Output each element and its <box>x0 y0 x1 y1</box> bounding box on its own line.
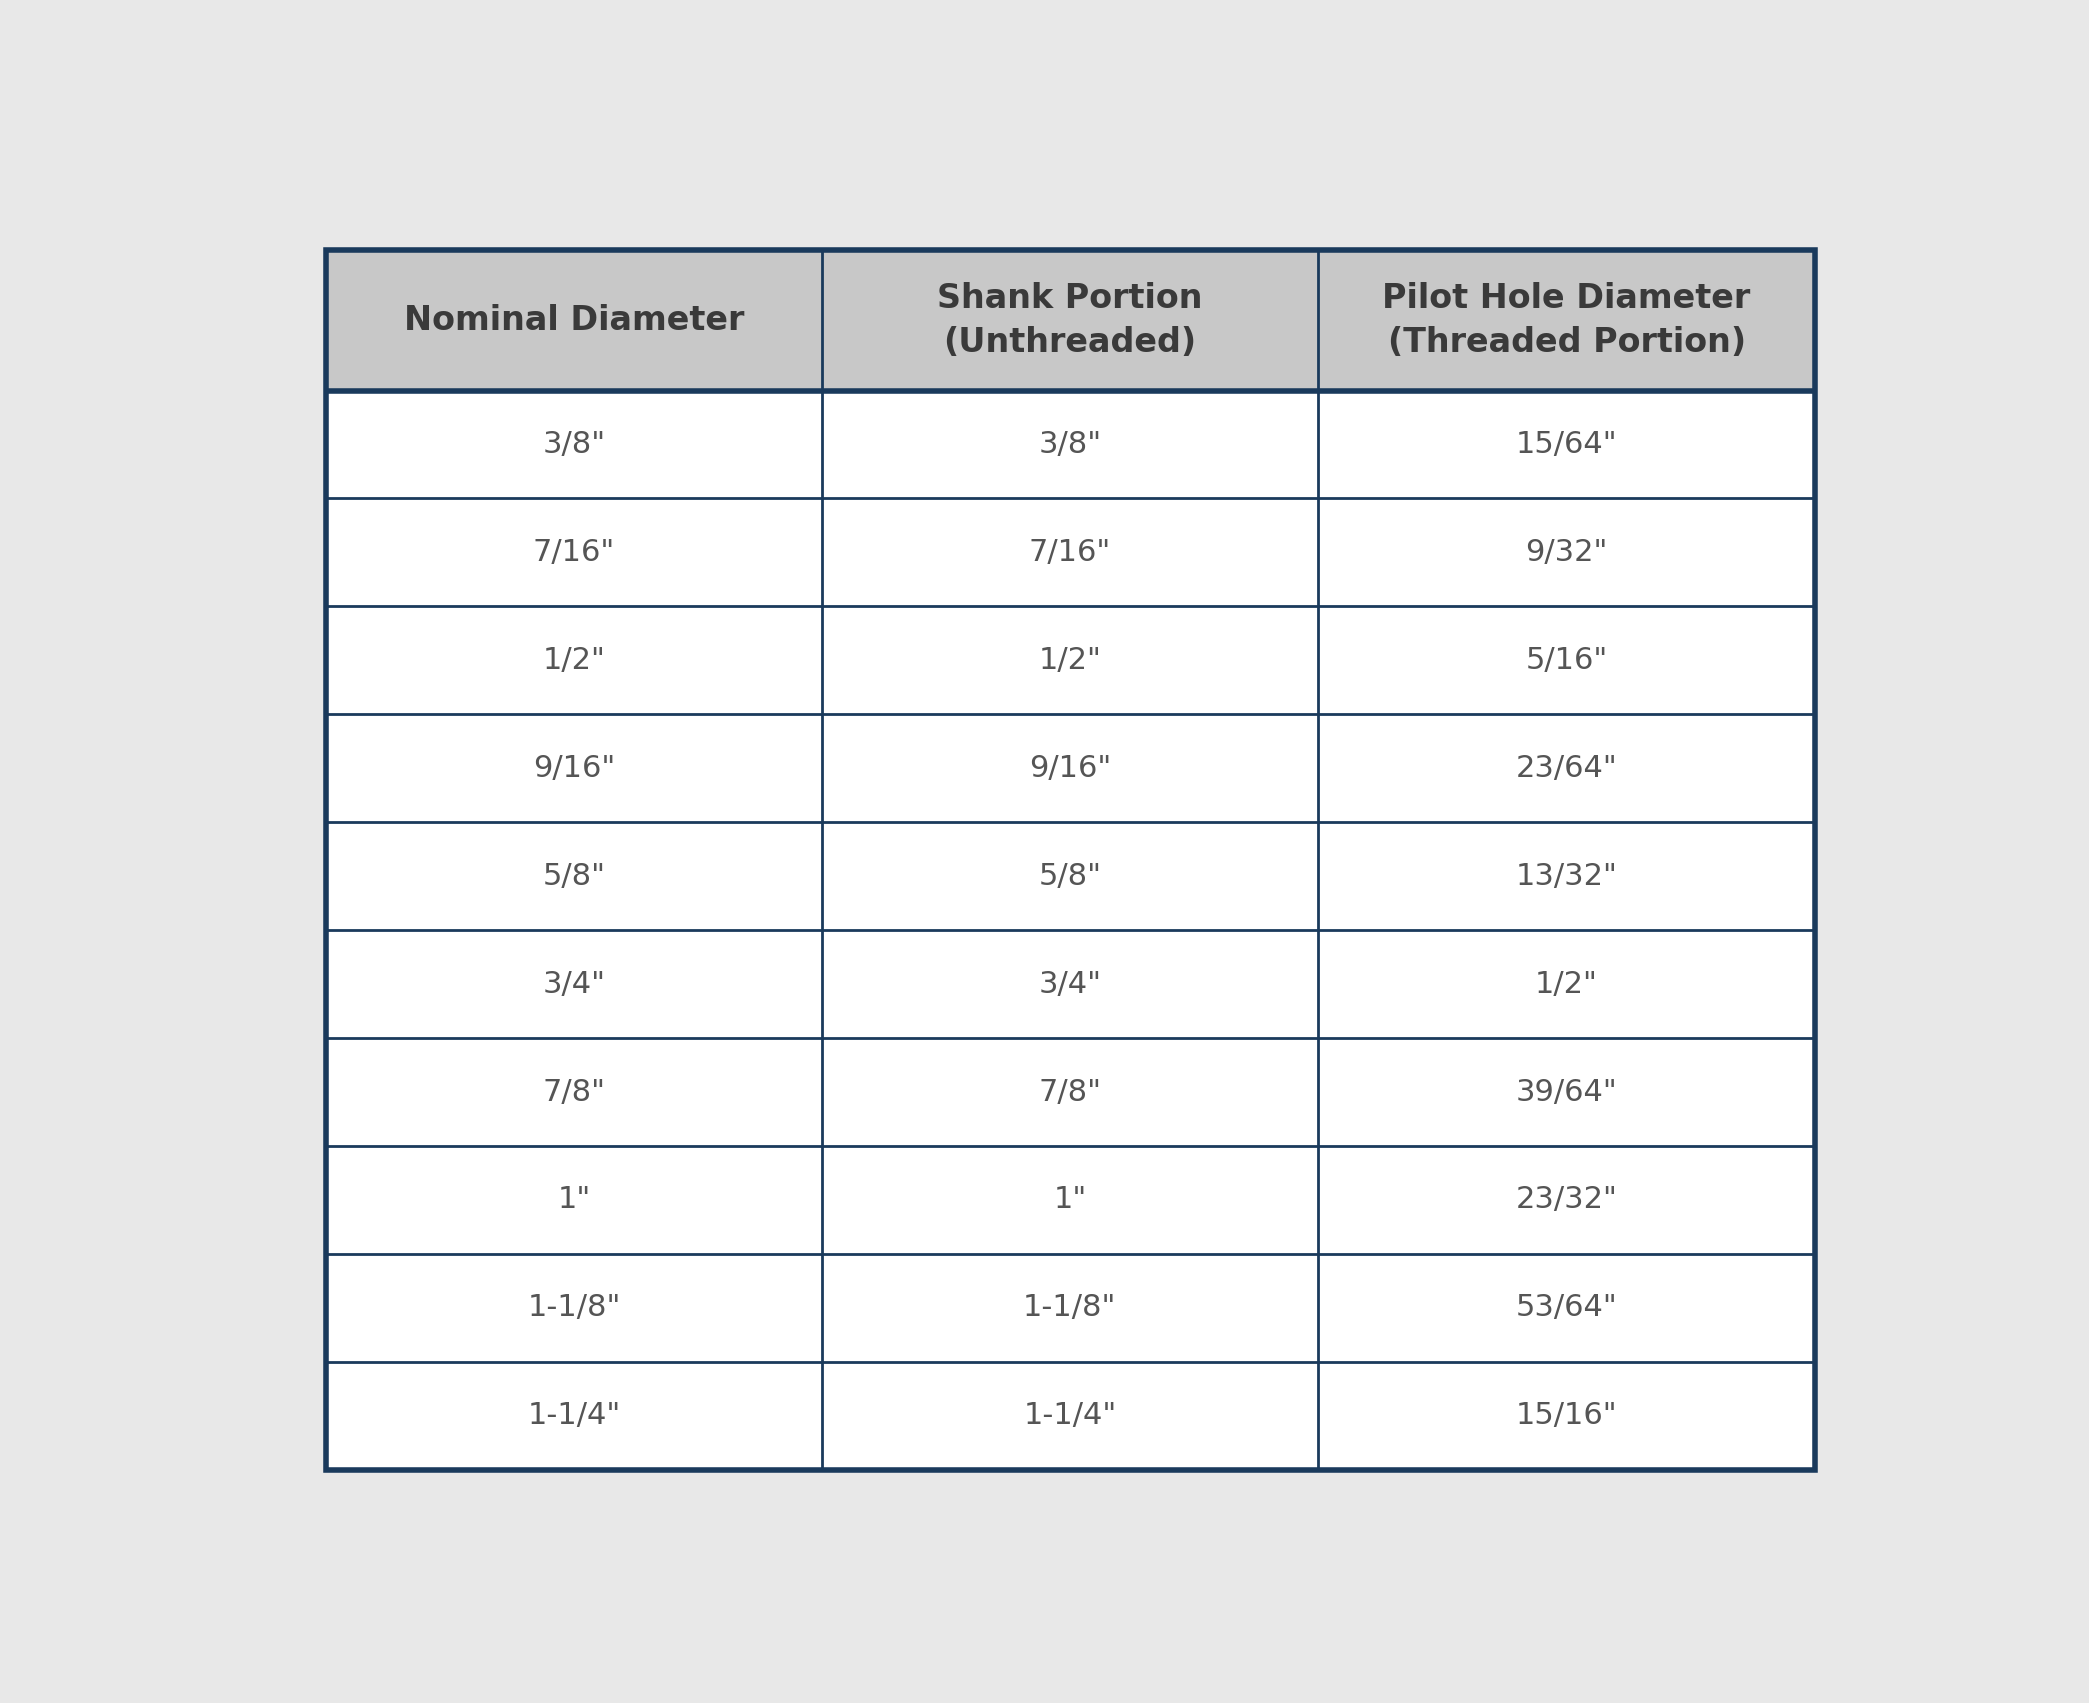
Text: 7/8": 7/8" <box>1038 1078 1101 1107</box>
Text: 1-1/4": 1-1/4" <box>526 1402 620 1431</box>
Text: 1-1/8": 1-1/8" <box>526 1293 620 1323</box>
Text: 1-1/4": 1-1/4" <box>1024 1402 1116 1431</box>
Text: 3/4": 3/4" <box>1038 969 1101 998</box>
Text: 7/16": 7/16" <box>1028 538 1111 567</box>
Text: 39/64": 39/64" <box>1517 1078 1617 1107</box>
Text: 1/2": 1/2" <box>1038 645 1101 674</box>
Text: 7/8": 7/8" <box>543 1078 606 1107</box>
Text: 5/16": 5/16" <box>1525 645 1609 674</box>
Text: 23/32": 23/32" <box>1517 1185 1617 1214</box>
Bar <box>821 250 1318 390</box>
Text: 1/2": 1/2" <box>1535 969 1598 998</box>
Text: 3/8": 3/8" <box>1038 429 1101 460</box>
Text: 3/4": 3/4" <box>543 969 606 998</box>
Text: 9/16": 9/16" <box>533 754 614 783</box>
Text: 9/32": 9/32" <box>1525 538 1609 567</box>
Text: Nominal Diameter: Nominal Diameter <box>403 303 744 337</box>
Text: 15/64": 15/64" <box>1517 429 1617 460</box>
Text: 15/16": 15/16" <box>1517 1402 1617 1431</box>
Bar <box>326 250 821 390</box>
Text: 3/8": 3/8" <box>543 429 606 460</box>
Text: 13/32": 13/32" <box>1517 862 1617 891</box>
Text: 5/8": 5/8" <box>543 862 606 891</box>
Text: 7/16": 7/16" <box>533 538 614 567</box>
Text: 1": 1" <box>1053 1185 1086 1214</box>
Text: 1": 1" <box>558 1185 591 1214</box>
Text: 1/2": 1/2" <box>543 645 606 674</box>
Text: 23/64": 23/64" <box>1517 754 1617 783</box>
Text: 1-1/8": 1-1/8" <box>1024 1293 1116 1323</box>
Bar <box>1318 250 1815 390</box>
Text: 53/64": 53/64" <box>1517 1293 1617 1323</box>
Text: Shank Portion
(Unthreaded): Shank Portion (Unthreaded) <box>938 283 1203 359</box>
Text: 5/8": 5/8" <box>1038 862 1101 891</box>
Text: Pilot Hole Diameter
(Threaded Portion): Pilot Hole Diameter (Threaded Portion) <box>1383 283 1751 359</box>
Text: 9/16": 9/16" <box>1028 754 1111 783</box>
